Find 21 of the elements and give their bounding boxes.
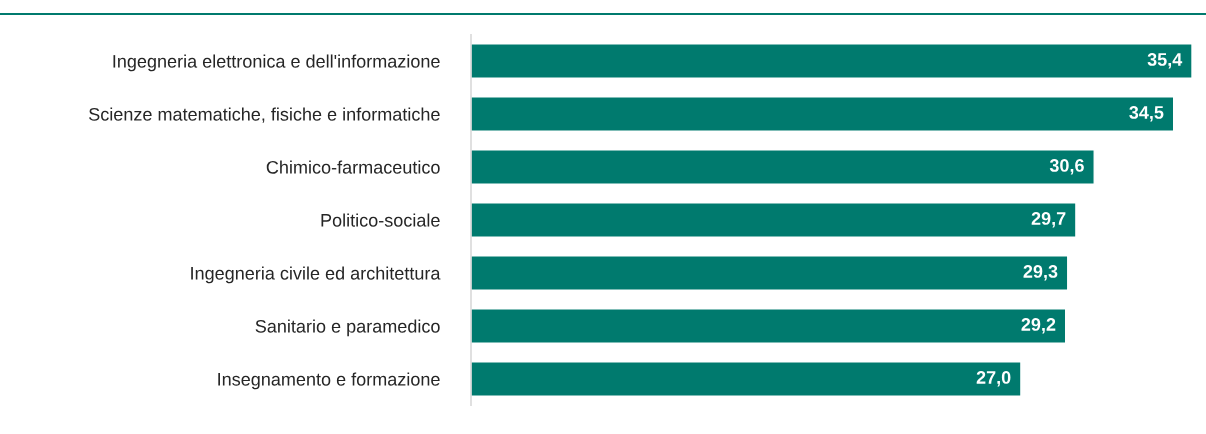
y-tick-label: Insegnamento e formazione (218, 372, 440, 390)
data-label: 27,0 (976, 371, 1011, 387)
data-label: 30,6 (1049, 159, 1084, 175)
bar (471, 149, 1095, 185)
bar (471, 96, 1175, 132)
data-label: 29,3 (1023, 265, 1058, 281)
y-tick-label: Politico-sociale (321, 213, 440, 227)
y-tick-label: Chimico-farmaceutico (266, 160, 440, 174)
bar (471, 255, 1069, 291)
bar (471, 308, 1067, 344)
bar (471, 43, 1192, 79)
data-label: 34,5 (1129, 106, 1164, 122)
data-label: 29,2 (1021, 318, 1056, 334)
bar (471, 202, 1077, 238)
data-label: 29,7 (1031, 212, 1066, 228)
y-tick-label: Ingegneria civile ed architettura (191, 266, 441, 284)
data-label: 35,4 (1147, 53, 1183, 69)
y-tick-label: Sanitario e paramedico (255, 319, 440, 337)
bar (471, 361, 1022, 397)
y-tick-label: Ingegneria elettronica e dell'informazione (113, 54, 440, 72)
y-tick-label: Scienze matematiche, fisiche e informatiche (89, 107, 440, 123)
